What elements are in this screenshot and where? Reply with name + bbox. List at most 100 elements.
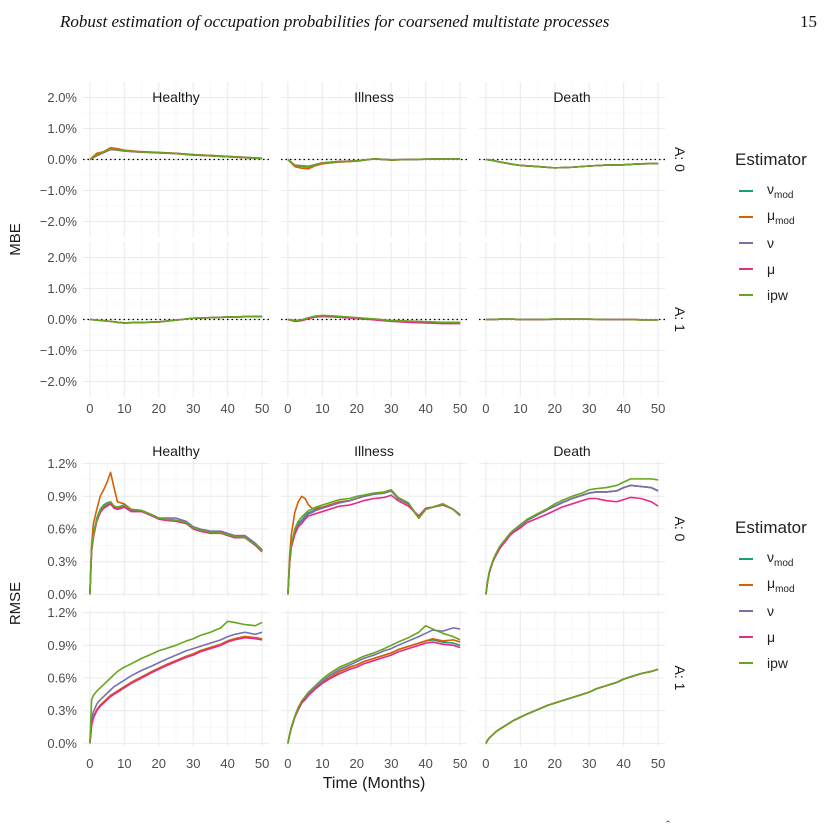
series-line-mbe-death-r0-s4	[485, 158, 659, 169]
series-line-mbe-death-r1-s4	[485, 318, 659, 321]
x-tick-label: 10	[315, 401, 329, 416]
legend-item: ipw	[735, 282, 807, 308]
x-tick-label: 20	[350, 401, 364, 416]
legend-label-subscript: mod	[775, 215, 795, 227]
legend-item: ν	[735, 230, 807, 256]
legend-item: νmod	[735, 178, 807, 204]
y-tick-label: 0.0%	[47, 152, 77, 167]
series-line-rmse-healthy-r1-s3	[89, 636, 263, 744]
series-line-mbe-illness-r1-s4	[287, 314, 461, 324]
x-tick-label: 10	[117, 756, 131, 771]
legend-key-swatch	[739, 242, 753, 244]
x-tick-label: 50	[453, 401, 467, 416]
x-tick-label: 0	[482, 401, 489, 416]
y-tick-label: 1.0%	[47, 281, 77, 296]
series-line-rmse-death-r1-s4	[485, 668, 659, 744]
x-tick-label: 0	[86, 401, 93, 416]
y-tick-label: −2.0%	[40, 214, 78, 229]
legend-label: μmod	[767, 575, 795, 595]
y-tick-label: 2.0%	[47, 90, 77, 105]
legend-label-main: μ	[767, 261, 776, 277]
facet-row-label-a1: A: 1	[672, 666, 688, 691]
legend-label: νmod	[767, 549, 793, 569]
legend-label-main: ν	[767, 603, 774, 619]
y-tick-label: 1.0%	[47, 121, 77, 136]
x-tick-label: 40	[616, 756, 630, 771]
series-line-mbe-healthy-r0-s4	[89, 148, 263, 161]
legend-label: μ	[767, 629, 775, 645]
x-tick-label: 20	[350, 756, 364, 771]
x-tick-label: 20	[152, 401, 166, 416]
facet-column-label-death: Death	[553, 89, 590, 105]
x-tick-label: 30	[582, 401, 596, 416]
y-tick-label: 2.0%	[47, 250, 77, 265]
legend-key-swatch	[739, 610, 753, 612]
y-tick-label: 0.9%	[47, 638, 77, 653]
series-line-rmse-illness-r0-s4	[287, 488, 461, 595]
y-axis-title-rmse: RMSE	[7, 582, 24, 625]
x-tick-label: 20	[548, 401, 562, 416]
series-line-rmse-illness-r1-s3	[287, 641, 461, 744]
y-tick-label: 1.2%	[47, 456, 77, 471]
series-line-rmse-illness-r0-s3	[287, 494, 461, 595]
legend-key-swatch	[739, 294, 753, 296]
legend-key-swatch	[739, 584, 753, 586]
facet-row-label-a0: A: 0	[672, 147, 688, 172]
legend-key-swatch	[739, 636, 753, 638]
series-line-rmse-death-r0-s4	[485, 478, 659, 595]
y-axis-title-mbe: MBE	[7, 223, 24, 256]
x-tick-label: 10	[513, 756, 527, 771]
y-tick-label: 0.3%	[47, 554, 77, 569]
legend-label: ipw	[767, 287, 788, 303]
legend-title: Estimator	[735, 518, 807, 537]
legend-label-subscript: mod	[774, 557, 794, 569]
legend-key-swatch	[739, 662, 753, 664]
series-line-mbe-illness-r0-s4	[287, 158, 461, 168]
x-tick-label: 20	[152, 756, 166, 771]
y-tick-label: 0.3%	[47, 703, 77, 718]
y-tick-label: 1.2%	[47, 605, 77, 620]
legend-title: Estimator	[735, 150, 807, 169]
x-tick-label: 30	[582, 756, 596, 771]
x-tick-label: 50	[651, 401, 665, 416]
y-tick-label: −1.0%	[40, 183, 78, 198]
x-tick-label: 0	[86, 756, 93, 771]
y-tick-label: 0.9%	[47, 489, 77, 504]
x-tick-label: 30	[384, 401, 398, 416]
legend-label-main: ν	[767, 549, 774, 566]
legend-item: ipw	[735, 650, 807, 676]
x-tick-label: 20	[548, 756, 562, 771]
x-tick-label: 30	[186, 401, 200, 416]
x-tick-label: 0	[284, 756, 291, 771]
facet-row-label-a1: A: 1	[672, 307, 688, 332]
series-line-mbe-healthy-r1-s4	[89, 315, 263, 324]
legend-key-swatch	[739, 268, 753, 270]
legend-label: νmod	[767, 181, 793, 201]
x-tick-label: 30	[186, 756, 200, 771]
facet-column-label-healthy: Healthy	[152, 89, 199, 105]
legend-label-main: μ	[767, 629, 776, 645]
x-tick-label: 50	[255, 756, 269, 771]
x-tick-label: 40	[418, 756, 432, 771]
x-tick-label: 40	[220, 401, 234, 416]
x-tick-label: 40	[418, 401, 432, 416]
legend-label-main: μ	[767, 207, 776, 224]
legend-label-subscript: mod	[774, 189, 794, 201]
legend-item: μ	[735, 256, 807, 282]
x-tick-label: 40	[616, 401, 630, 416]
series-line-rmse-death-r0-s3	[485, 496, 659, 595]
y-tick-label: −2.0%	[40, 374, 78, 389]
series-line-rmse-illness-r1-s4	[287, 624, 461, 744]
legend-label-main: ν	[767, 235, 774, 251]
running-title: Robust estimation of occupation probabil…	[60, 12, 610, 31]
y-tick-label: 0.6%	[47, 671, 77, 686]
x-tick-label: 10	[315, 756, 329, 771]
legend-item: μ	[735, 624, 807, 650]
legend-label-subscript: mod	[775, 583, 795, 595]
legend-item: νmod	[735, 546, 807, 572]
page-number: 15	[800, 12, 817, 31]
legend-label: ν	[767, 603, 774, 619]
rmse-legend: Estimator νmod μmod ν μ ipw	[735, 518, 807, 676]
legend-key-swatch	[739, 190, 753, 192]
